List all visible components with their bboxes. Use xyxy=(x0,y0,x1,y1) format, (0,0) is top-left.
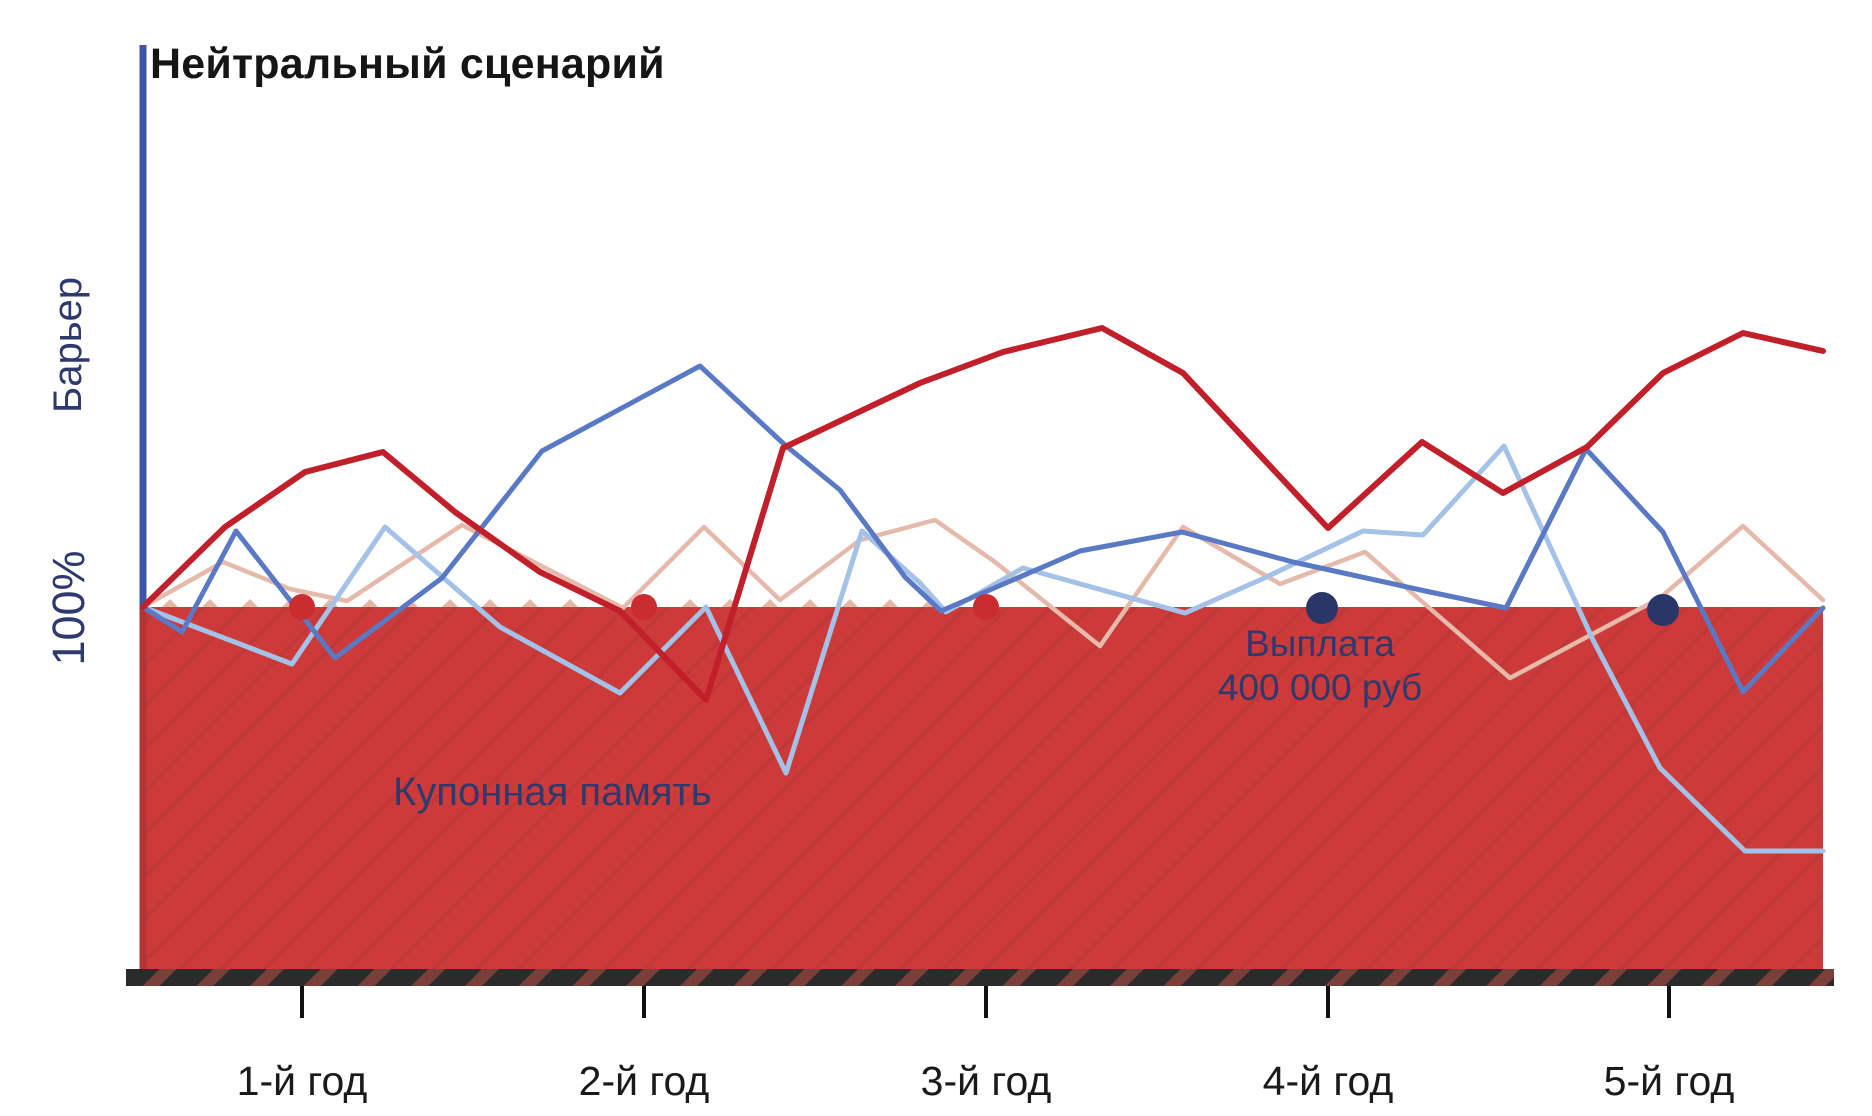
barrier-edge-serration xyxy=(442,599,458,607)
barrier-edge-serration xyxy=(842,599,858,607)
x-axis-label-year-3: 3-й год xyxy=(920,1058,1052,1104)
coupon-memory-label: Купонная память xyxy=(393,770,712,814)
payout-observation-dot xyxy=(1647,594,1679,626)
barrier-edge-serration xyxy=(762,599,778,607)
barrier-edge-serration xyxy=(362,599,378,607)
barrier-edge-serration xyxy=(482,599,498,607)
barrier-edge-serration xyxy=(562,599,578,607)
payout-label-line2: 400 000 руб xyxy=(1217,667,1423,708)
payout-observation-dot xyxy=(1306,592,1338,624)
barrier-edge-serration xyxy=(162,599,178,607)
salmon-asset-path xyxy=(140,517,1826,681)
y-axis-label: Барьер xyxy=(46,276,90,414)
barrier-edge-serration xyxy=(242,599,258,607)
payout-label-line1: Выплата xyxy=(1245,623,1395,664)
barrier-100pct-label: 100% xyxy=(43,550,94,666)
barrier-edge-serration xyxy=(682,599,698,607)
x-axis-bar-hatch xyxy=(126,969,1834,986)
barrier-edge-serration xyxy=(802,599,818,607)
x-axis-label-year-5: 5-й год xyxy=(1603,1058,1735,1104)
chart-title: Нейтральный сценарий xyxy=(150,40,665,88)
x-axis-label-year-2: 2-й год xyxy=(578,1058,710,1104)
coupon-observation-dot xyxy=(289,594,315,620)
x-axis-label-year-4: 4-й год xyxy=(1262,1058,1394,1104)
barrier-edge-serration xyxy=(522,599,538,607)
coupon-observation-dot xyxy=(631,594,657,620)
coupon-observation-dot xyxy=(973,594,999,620)
blue-asset-path xyxy=(140,363,1826,695)
red-asset-path xyxy=(140,325,1826,703)
barrier-edge-serration xyxy=(882,599,898,607)
x-axis-label-year-1: 1-й год xyxy=(236,1058,368,1104)
barrier-area-stripes xyxy=(143,607,1823,970)
barrier-edge-serration xyxy=(202,599,218,607)
